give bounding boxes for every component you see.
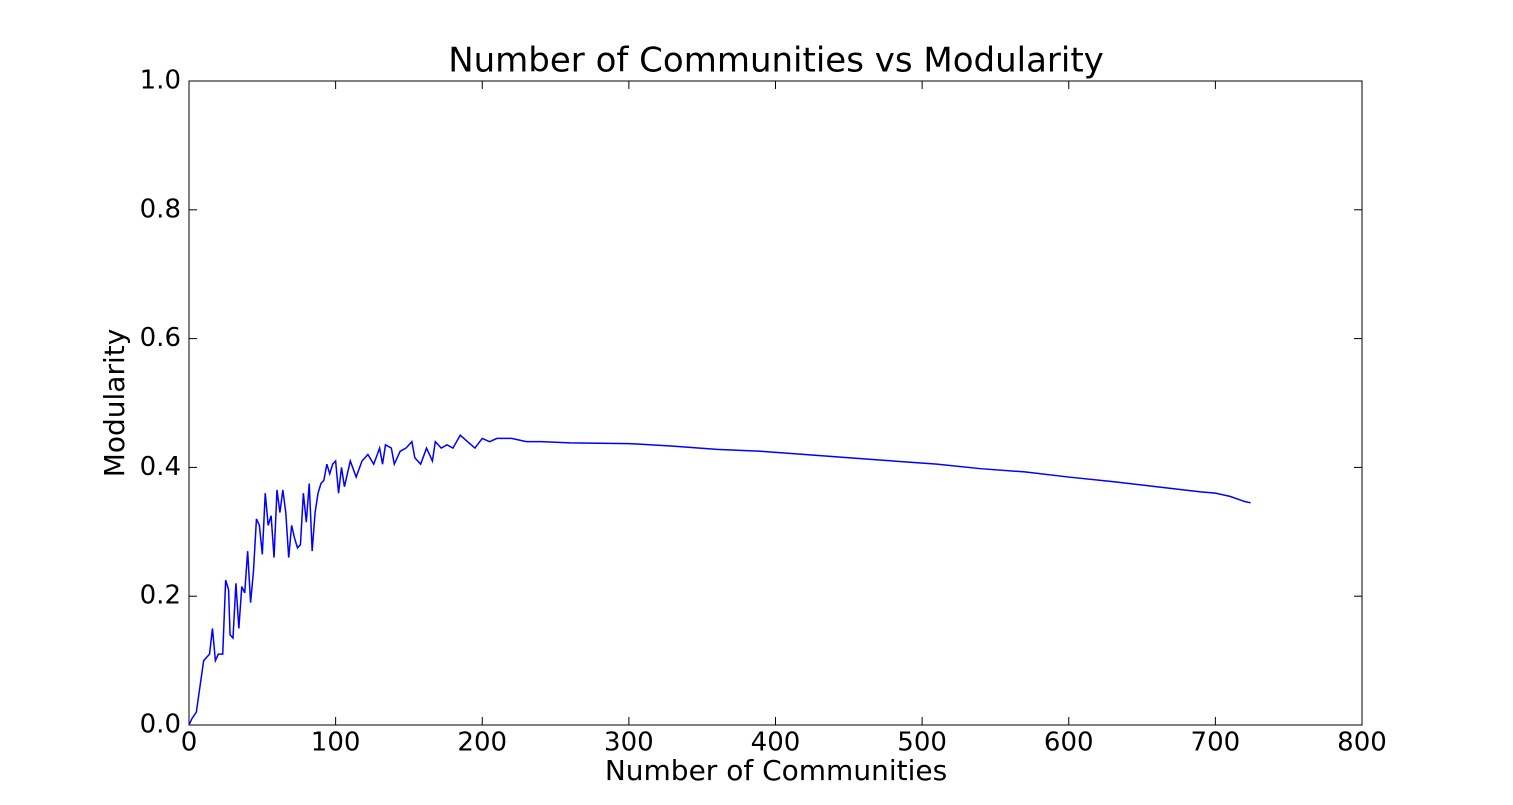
y-tick-label: 0.8 xyxy=(140,194,181,224)
plot-frame xyxy=(188,80,1363,726)
y-tick-label: 0.6 xyxy=(140,323,181,353)
x-tick-label: 700 xyxy=(1191,728,1241,758)
y-tick-label: 0.4 xyxy=(140,452,181,482)
x-tick-label: 300 xyxy=(604,728,654,758)
data-line xyxy=(188,434,1251,726)
x-axis-label: Number of Communities xyxy=(605,754,947,787)
y-tick-label: 0.2 xyxy=(140,581,181,611)
x-tick-label: 800 xyxy=(1337,728,1387,758)
x-tick-label: 200 xyxy=(457,728,507,758)
chart-title: Number of Communities vs Modularity xyxy=(448,41,1104,81)
y-tick-label: 0.0 xyxy=(140,710,181,740)
x-tick-label: 500 xyxy=(897,728,947,758)
y-tick-label: 1.0 xyxy=(140,66,181,96)
x-tick-label: 600 xyxy=(1044,728,1094,758)
x-tick-label: 0 xyxy=(181,728,198,758)
x-tick-label: 100 xyxy=(311,728,361,758)
y-axis-label: Modularity xyxy=(98,329,131,478)
x-tick-label: 400 xyxy=(751,728,801,758)
